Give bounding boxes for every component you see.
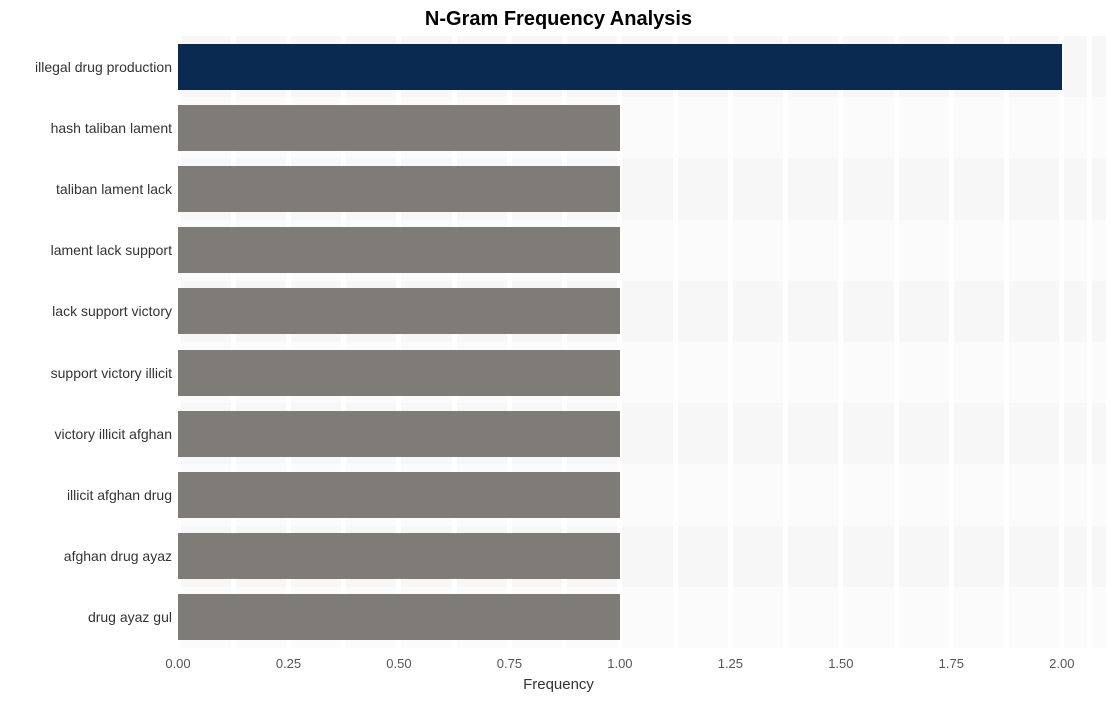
bar xyxy=(178,105,620,151)
bar xyxy=(178,472,620,518)
y-tick-label: victory illicit afghan xyxy=(55,426,173,442)
y-tick-label: illegal drug production xyxy=(35,59,172,75)
x-tick-label: 0.50 xyxy=(386,656,411,671)
x-tick-label: 1.00 xyxy=(607,656,632,671)
y-tick-label: lack support victory xyxy=(52,303,172,319)
chart-title: N-Gram Frequency Analysis xyxy=(0,8,1117,31)
y-tick-label: lament lack support xyxy=(51,242,172,258)
y-tick-label: taliban lament lack xyxy=(56,181,172,197)
y-tick-label: hash taliban lament xyxy=(51,120,172,136)
gridline xyxy=(673,36,678,648)
y-tick-label: illicit afghan drug xyxy=(67,487,172,503)
bar xyxy=(178,227,620,273)
gridline xyxy=(783,36,788,648)
x-tick-label: 0.00 xyxy=(165,656,190,671)
gridline xyxy=(728,36,733,648)
y-tick-label: drug ayaz gul xyxy=(88,609,172,625)
bar xyxy=(178,350,620,396)
y-tick-label: support victory illicit xyxy=(51,365,172,381)
x-axis-label: Frequency xyxy=(0,676,1117,693)
y-tick-label: afghan drug ayaz xyxy=(64,548,172,564)
x-tick-label: 1.50 xyxy=(828,656,853,671)
x-tick-label: 0.75 xyxy=(497,656,522,671)
bar xyxy=(178,288,620,334)
x-tick-label: 2.00 xyxy=(1049,656,1074,671)
bar xyxy=(178,411,620,457)
x-tick-label: 0.25 xyxy=(276,656,301,671)
x-tick-label: 1.75 xyxy=(939,656,964,671)
gridline xyxy=(949,36,954,648)
x-tick-label: 1.25 xyxy=(718,656,743,671)
gridline xyxy=(894,36,899,648)
gridline xyxy=(1087,36,1092,648)
bar xyxy=(178,533,620,579)
bar xyxy=(178,594,620,640)
plot-area xyxy=(178,36,1106,648)
bar xyxy=(178,166,620,212)
bar xyxy=(178,44,1062,90)
chart-container: N-Gram Frequency Analysis Frequency ille… xyxy=(0,0,1117,701)
gridline xyxy=(1059,36,1064,648)
gridline xyxy=(1004,36,1009,648)
gridline xyxy=(838,36,843,648)
